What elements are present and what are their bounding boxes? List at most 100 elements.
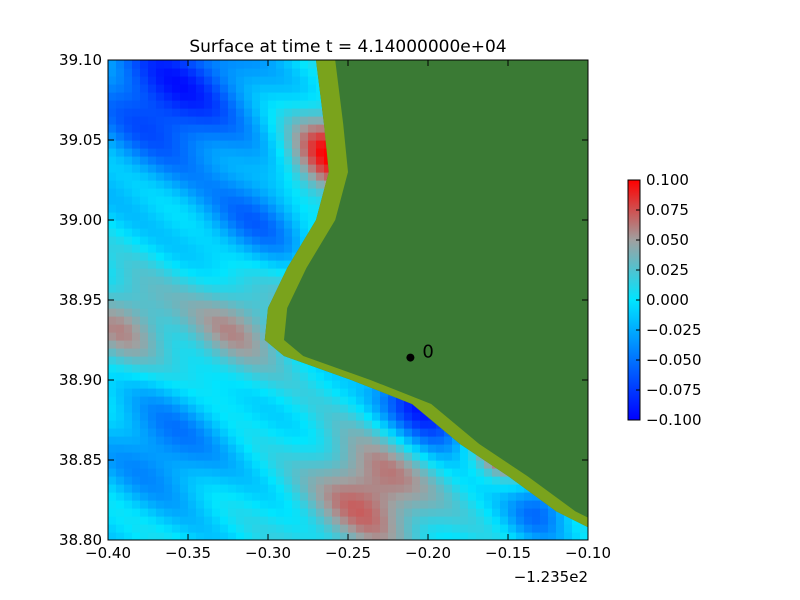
heat-cell — [268, 364, 277, 373]
heat-cell — [188, 140, 197, 149]
heat-cell — [148, 532, 157, 540]
heat-cell — [236, 164, 245, 173]
heat-cell — [196, 100, 205, 109]
heat-cell — [268, 516, 277, 525]
heat-cell — [156, 452, 165, 461]
heat-cell — [444, 532, 453, 540]
heat-cell — [212, 428, 221, 437]
heat-cell — [244, 164, 253, 173]
heat-cell — [188, 348, 197, 357]
heat-cell — [268, 164, 277, 173]
heat-cell — [124, 140, 133, 149]
heat-cell — [396, 508, 405, 517]
heat-cell — [284, 196, 293, 205]
y-tick-label: 38.80 — [59, 531, 102, 549]
heat-cell — [372, 524, 381, 533]
heat-cell — [116, 316, 125, 325]
heat-cell — [268, 492, 277, 501]
heat-cell — [252, 300, 261, 309]
heat-cell — [188, 188, 197, 197]
heat-cell — [132, 316, 141, 325]
heat-cell — [332, 420, 341, 429]
heat-cell — [324, 164, 333, 173]
heat-cell — [124, 316, 133, 325]
heat-cell — [340, 492, 349, 501]
heat-cell — [148, 172, 157, 181]
heat-cell — [132, 188, 141, 197]
heat-cell — [228, 404, 237, 413]
heat-cell — [228, 444, 237, 453]
heat-cell — [140, 364, 149, 373]
heat-cell — [324, 404, 333, 413]
heat-cell — [364, 452, 373, 461]
heat-cell — [132, 428, 141, 437]
heat-cell — [148, 212, 157, 221]
heat-cell — [116, 364, 125, 373]
heat-cell — [284, 132, 293, 141]
heat-cell — [324, 516, 333, 525]
heat-cell — [196, 332, 205, 341]
colorbar-tick-label: −0.075 — [646, 381, 702, 399]
heat-cell — [212, 324, 221, 333]
heat-cell — [116, 140, 125, 149]
heat-cell — [316, 180, 325, 189]
colorbar-tick-label: −0.100 — [646, 411, 702, 429]
heat-cell — [420, 460, 429, 469]
heat-cell — [284, 260, 293, 269]
heat-cell — [164, 508, 173, 517]
heat-cell — [164, 132, 173, 141]
heat-cell — [204, 276, 213, 285]
heat-cell — [180, 500, 189, 509]
heat-cell — [180, 444, 189, 453]
heat-cell — [244, 380, 253, 389]
heat-cell — [116, 300, 125, 309]
heat-cell — [380, 452, 389, 461]
heat-cell — [156, 108, 165, 117]
heat-cell — [332, 436, 341, 445]
heat-cell — [324, 476, 333, 485]
heat-cell — [196, 212, 205, 221]
heat-cell — [116, 460, 125, 469]
heat-cell — [220, 516, 229, 525]
heat-cell — [220, 116, 229, 125]
heat-cell — [124, 252, 133, 261]
heat-cell — [428, 428, 437, 437]
heat-cell — [356, 380, 365, 389]
heat-cell — [340, 412, 349, 421]
heat-cell — [340, 396, 349, 405]
heat-cell — [108, 140, 117, 149]
heat-cell — [260, 372, 269, 381]
heat-cell — [196, 404, 205, 413]
heat-cell — [220, 316, 229, 325]
heat-cell — [252, 508, 261, 517]
heat-cell — [284, 204, 293, 213]
heat-cell — [220, 380, 229, 389]
heat-cell — [300, 476, 309, 485]
heat-cell — [172, 228, 181, 237]
heat-cell — [140, 436, 149, 445]
heat-cell — [388, 444, 397, 453]
heat-cell — [116, 332, 125, 341]
heat-cell — [124, 76, 133, 85]
heat-cell — [388, 516, 397, 525]
heat-cell — [380, 436, 389, 445]
heat-cell — [164, 412, 173, 421]
heat-cell — [332, 484, 341, 493]
heat-cell — [204, 260, 213, 269]
heat-cell — [236, 140, 245, 149]
heat-cell — [132, 524, 141, 533]
heat-cell — [244, 132, 253, 141]
heat-cell — [388, 500, 397, 509]
heat-cell — [372, 452, 381, 461]
heat-cell — [124, 356, 133, 365]
heat-cell — [244, 492, 253, 501]
heat-cell — [284, 380, 293, 389]
heat-cell — [444, 508, 453, 517]
y-tick-label: 38.95 — [59, 291, 102, 309]
heat-cell — [228, 340, 237, 349]
heat-cell — [124, 420, 133, 429]
heat-cell — [148, 68, 157, 77]
heat-cell — [468, 500, 477, 509]
heat-cell — [396, 468, 405, 477]
heat-cell — [244, 108, 253, 117]
